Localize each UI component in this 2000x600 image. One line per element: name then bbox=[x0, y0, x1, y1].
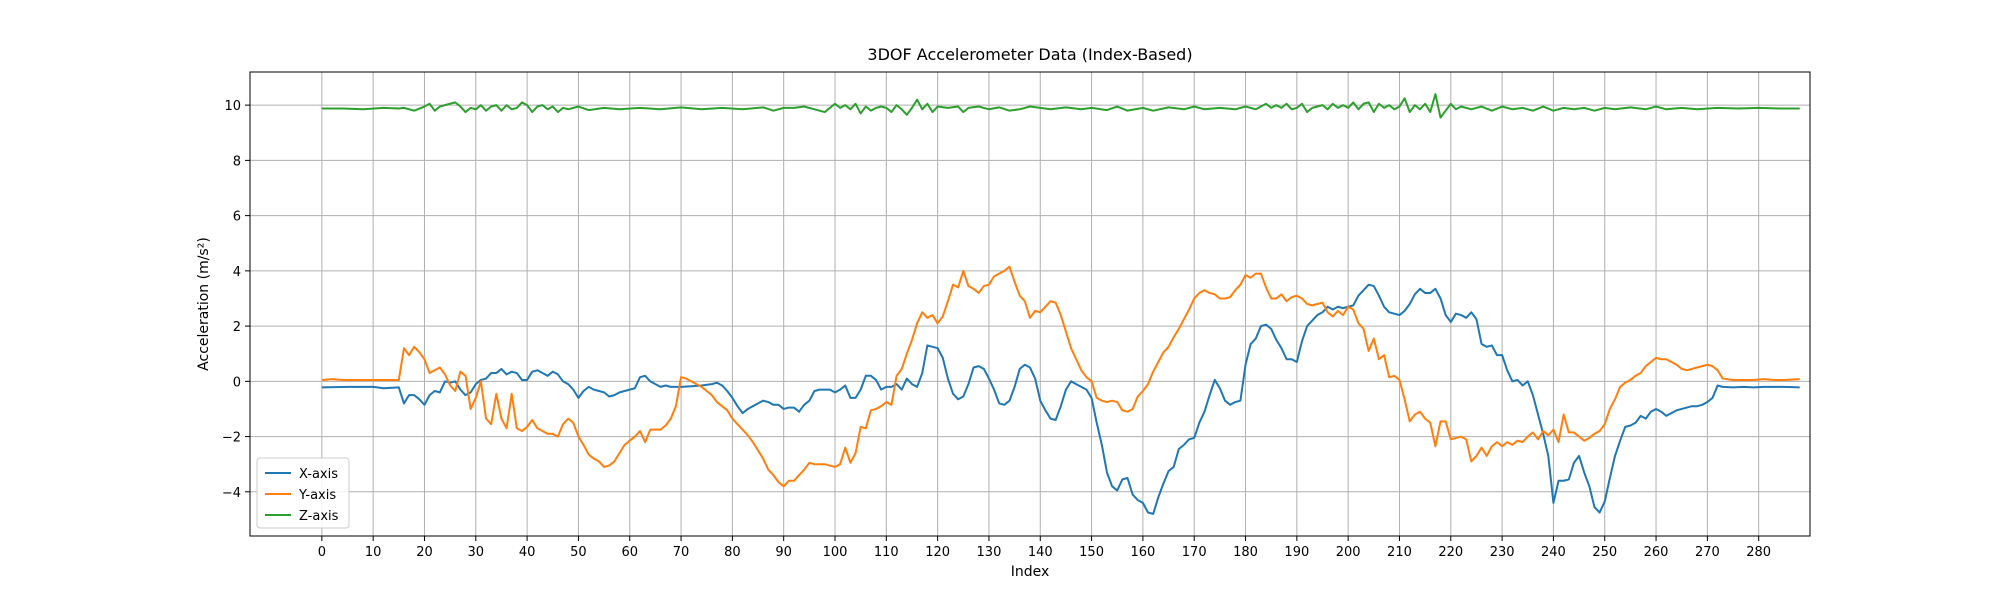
y-tick-label: 0 bbox=[233, 375, 241, 390]
legend-box bbox=[256, 457, 350, 529]
x-tick-label: 230 bbox=[1490, 545, 1515, 560]
x-tick-label: 40 bbox=[519, 545, 536, 560]
series-layer bbox=[321, 93, 1800, 515]
y-tick-label: 6 bbox=[233, 210, 241, 225]
x-tick-label: 90 bbox=[775, 545, 792, 560]
x-tick-label: 260 bbox=[1644, 545, 1669, 560]
chart-title: 3DOF Accelerometer Data (Index-Based) bbox=[867, 45, 1192, 64]
axis-layer: 0 10 20 30 40 50 60 70 80 90 100 110 120 130 140 150 160… bbox=[222, 99, 1771, 560]
x-tick-label: 110 bbox=[874, 545, 899, 560]
x-tick-label: 160 bbox=[1130, 545, 1155, 560]
x-tick-label: 190 bbox=[1284, 545, 1309, 560]
plot-frame bbox=[249, 71, 1811, 537]
y-tick-label: 2 bbox=[233, 320, 241, 335]
series-line-z-axis bbox=[321, 93, 1800, 119]
x-axis-label: Index bbox=[1011, 564, 1050, 580]
y-tick-label: 4 bbox=[233, 265, 241, 280]
x-tick-label: 120 bbox=[925, 545, 950, 560]
series-line-y-axis bbox=[321, 265, 1800, 488]
x-tick-label: 240 bbox=[1541, 545, 1566, 560]
x-tick-label: 180 bbox=[1233, 545, 1258, 560]
series-line-x-axis bbox=[321, 283, 1800, 515]
y-tick-label: −2 bbox=[222, 431, 241, 446]
x-tick-label: 50 bbox=[570, 545, 587, 560]
y-tick-label: 8 bbox=[233, 154, 241, 169]
x-tick-label: 80 bbox=[724, 545, 741, 560]
grid-layer bbox=[250, 72, 1810, 536]
y-axis-label: Acceleration (m/s²) bbox=[196, 237, 212, 371]
x-tick-label: 0 bbox=[318, 545, 326, 560]
x-tick-label: 140 bbox=[1028, 545, 1053, 560]
legend-label: Z-axis bbox=[299, 509, 339, 524]
x-tick-label: 130 bbox=[977, 545, 1002, 560]
x-tick-label: 220 bbox=[1438, 545, 1463, 560]
x-tick-label: 20 bbox=[416, 545, 433, 560]
x-tick-label: 270 bbox=[1695, 545, 1720, 560]
x-tick-label: 10 bbox=[365, 545, 382, 560]
x-tick-label: 210 bbox=[1387, 545, 1412, 560]
legend-label: X-axis bbox=[299, 467, 338, 482]
x-tick-label: 30 bbox=[468, 545, 485, 560]
y-tick-label: 10 bbox=[224, 99, 241, 114]
x-tick-label: 100 bbox=[823, 545, 848, 560]
legend-label: Y-axis bbox=[298, 488, 336, 503]
x-tick-label: 250 bbox=[1592, 545, 1617, 560]
x-tick-label: 200 bbox=[1336, 545, 1361, 560]
x-tick-label: 70 bbox=[673, 545, 690, 560]
x-tick-label: 60 bbox=[621, 545, 638, 560]
x-tick-label: 150 bbox=[1079, 545, 1104, 560]
y-tick-label: −4 bbox=[222, 486, 241, 501]
x-tick-label: 280 bbox=[1746, 545, 1771, 560]
x-tick-label: 170 bbox=[1182, 545, 1207, 560]
legend: X-axis Y-axis Z-axis bbox=[256, 457, 350, 529]
